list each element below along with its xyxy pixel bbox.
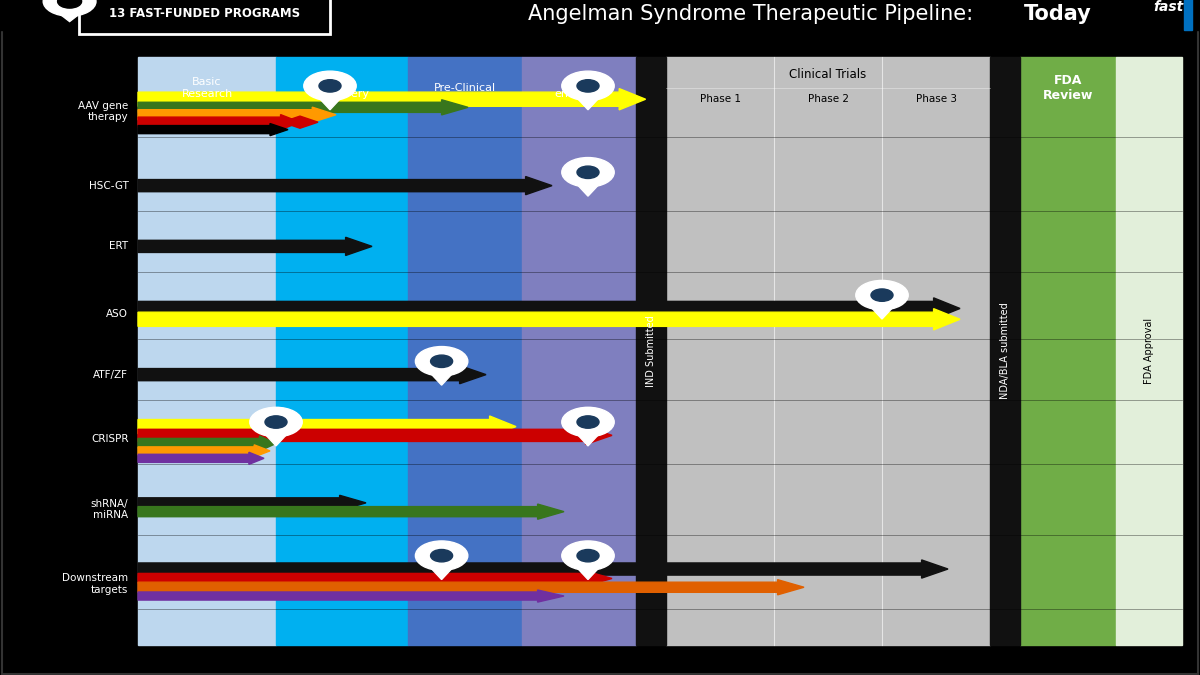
Polygon shape — [282, 116, 318, 128]
FancyArrow shape — [138, 445, 270, 457]
Circle shape — [577, 549, 599, 562]
Bar — [666, 57, 990, 645]
Circle shape — [577, 166, 599, 178]
FancyArrow shape — [138, 416, 516, 437]
Text: HSC-GT: HSC-GT — [89, 181, 128, 190]
Text: ASO: ASO — [107, 309, 128, 319]
Bar — [990, 57, 1020, 645]
FancyArrow shape — [138, 571, 612, 586]
Circle shape — [562, 541, 614, 570]
Text: ERT: ERT — [109, 242, 128, 251]
Bar — [522, 57, 636, 645]
FancyArrow shape — [138, 504, 564, 519]
Circle shape — [319, 80, 341, 92]
FancyArrow shape — [138, 580, 804, 595]
Text: IND Submitted: IND Submitted — [646, 315, 656, 387]
FancyArrow shape — [138, 427, 612, 445]
Polygon shape — [50, 7, 89, 22]
Text: shRNA/
miRNA: shRNA/ miRNA — [91, 499, 128, 520]
FancyArrow shape — [138, 452, 264, 464]
Polygon shape — [565, 556, 611, 580]
Text: Phase 1: Phase 1 — [700, 95, 740, 104]
Circle shape — [562, 71, 614, 101]
Polygon shape — [565, 172, 611, 196]
Text: FDA Approval: FDA Approval — [1144, 318, 1154, 384]
Bar — [79, 0, 330, 34]
FancyArrow shape — [138, 590, 564, 602]
Circle shape — [562, 407, 614, 437]
Bar — [636, 57, 666, 645]
Polygon shape — [565, 422, 611, 446]
Circle shape — [43, 0, 96, 16]
Bar — [1184, 0, 1192, 30]
FancyArrow shape — [138, 495, 366, 510]
FancyArrow shape — [138, 88, 646, 110]
Text: Pre-Clinical: Pre-Clinical — [434, 83, 496, 92]
Text: CRISPR: CRISPR — [91, 434, 128, 443]
Text: Basic
Research: Basic Research — [181, 77, 233, 99]
Circle shape — [856, 280, 908, 310]
Text: ATF/ZF: ATF/ZF — [94, 370, 128, 379]
Polygon shape — [307, 86, 353, 110]
Text: FDA
Review: FDA Review — [1043, 74, 1093, 102]
Text: AAV gene
therapy: AAV gene therapy — [78, 101, 128, 122]
Bar — [408, 57, 522, 645]
Polygon shape — [253, 422, 299, 446]
Bar — [276, 57, 408, 645]
Circle shape — [415, 346, 468, 376]
FancyArrow shape — [138, 177, 552, 195]
Text: IND
enabling: IND enabling — [554, 77, 604, 99]
FancyArrow shape — [138, 308, 960, 330]
Text: NDA/BLA submitted: NDA/BLA submitted — [1000, 302, 1010, 400]
Bar — [1116, 57, 1182, 645]
FancyArrow shape — [138, 436, 276, 451]
Text: Downstream
targets: Downstream targets — [62, 573, 128, 595]
Text: Phase 2: Phase 2 — [808, 95, 848, 104]
FancyArrow shape — [138, 560, 948, 578]
Circle shape — [431, 355, 452, 367]
Circle shape — [265, 416, 287, 428]
Text: Phase 3: Phase 3 — [916, 95, 956, 104]
Circle shape — [577, 416, 599, 428]
Circle shape — [250, 407, 302, 437]
Polygon shape — [565, 86, 611, 110]
Text: Today: Today — [1024, 3, 1091, 24]
Bar — [138, 57, 276, 645]
FancyArrow shape — [138, 107, 336, 122]
Circle shape — [871, 289, 893, 301]
Circle shape — [562, 157, 614, 187]
FancyArrow shape — [138, 366, 486, 383]
FancyArrow shape — [138, 124, 288, 136]
Bar — [0, 0, 1200, 30]
FancyArrow shape — [138, 238, 372, 255]
Text: fast: fast — [1153, 0, 1183, 14]
Polygon shape — [859, 295, 905, 319]
Text: Clinical Trials: Clinical Trials — [790, 68, 866, 81]
FancyArrow shape — [138, 115, 300, 130]
Circle shape — [304, 71, 356, 101]
Circle shape — [415, 541, 468, 570]
Circle shape — [577, 80, 599, 92]
FancyArrow shape — [138, 298, 960, 319]
FancyArrow shape — [138, 100, 468, 115]
Circle shape — [58, 0, 82, 8]
Text: Drug
Discovery: Drug Discovery — [314, 77, 370, 99]
Text: Angelman Syndrome Therapeutic Pipeline:: Angelman Syndrome Therapeutic Pipeline: — [528, 3, 979, 24]
Text: 13 FAST-FUNDED PROGRAMS: 13 FAST-FUNDED PROGRAMS — [109, 7, 300, 20]
Polygon shape — [419, 361, 464, 385]
Polygon shape — [419, 556, 464, 580]
Circle shape — [431, 549, 452, 562]
Bar — [1020, 57, 1116, 645]
